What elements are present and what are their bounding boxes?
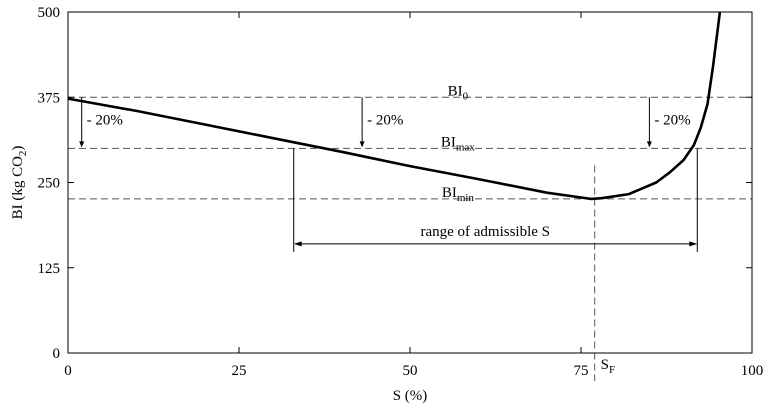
y-tick-label: 375: [38, 90, 61, 106]
x-tick-label: 50: [403, 363, 418, 379]
range-arrow-right: [689, 241, 698, 247]
y-tick-label: 500: [38, 5, 61, 21]
reduction-arrow-head: [79, 141, 85, 148]
axes-layer: 0 25 50 75 100 0 125 250 375 500 S (%) BI (kg CO2): [10, 5, 763, 404]
annotation-layer: BI0 BImax BImin SF - 20% - 20% - 20% range of a…: [79, 83, 698, 376]
range-label: range of admissible S: [420, 224, 550, 240]
x-tick-label: 25: [232, 363, 247, 379]
y-tick-label: 125: [38, 261, 61, 277]
optimum-label: SF: [601, 357, 615, 376]
reference-layer: [68, 96, 752, 381]
range-arrow-left: [293, 241, 302, 247]
data-layer: [67, 11, 722, 201]
reduction-label: - 20%: [87, 112, 123, 128]
reference-label: BI0: [448, 83, 469, 102]
y-axis-title: BI (kg CO2): [10, 146, 29, 220]
reduction-arrow-head: [646, 141, 652, 148]
reduction-label: - 20%: [367, 112, 403, 128]
y-tick-label: 250: [38, 176, 61, 192]
reference-label: BImin: [442, 185, 475, 204]
x-tick-label: 0: [64, 363, 72, 379]
reference-label: BImax: [441, 134, 475, 153]
y-tick-label: 0: [53, 346, 61, 362]
plot-frame: [67, 11, 753, 354]
x-tick-label: 75: [574, 363, 589, 379]
bi-curve: [67, 11, 722, 201]
x-axis-title: S (%): [393, 388, 428, 404]
reduction-label: - 20%: [654, 112, 690, 128]
x-tick-label: 100: [741, 363, 764, 379]
reduction-arrow-head: [359, 141, 365, 148]
